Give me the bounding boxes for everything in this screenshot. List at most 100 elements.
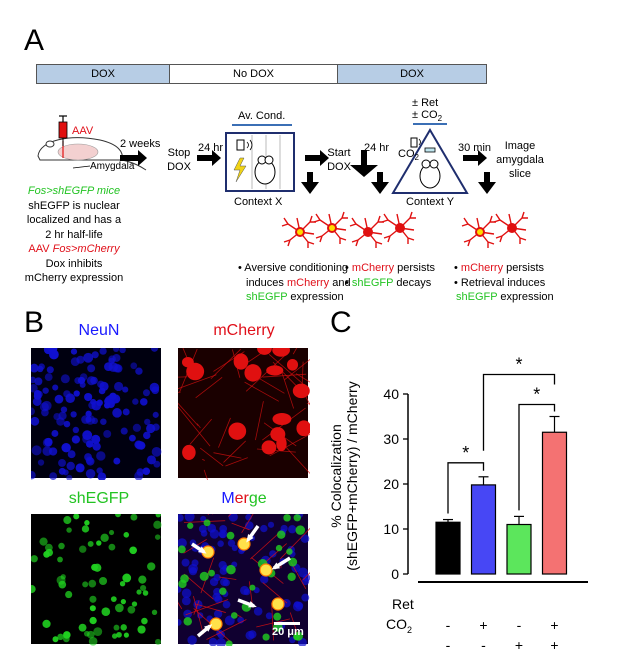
neuron-cluster-2: [349, 211, 417, 249]
mcherry-process: [203, 469, 208, 480]
shegfp-cell: [42, 619, 51, 628]
shegfp-cell: [110, 596, 117, 603]
merge-neun-cell: [222, 600, 231, 609]
shegfp-cell: [58, 542, 65, 550]
note-2-line-1: • mCherry persists: [345, 261, 435, 276]
note-3-persists: persists: [503, 262, 545, 274]
neun-cell: [135, 367, 143, 375]
merge-shegfp-cell: [276, 530, 286, 539]
mcherry-cell: [286, 358, 299, 371]
nuclear-line: shEGFP is nuclear: [28, 199, 120, 212]
shegfp-cell: [147, 562, 156, 571]
neun-cell: [44, 373, 53, 382]
co2-row-label: CO2: [386, 616, 412, 635]
neun-cell: [130, 362, 138, 370]
neun-cell: [54, 394, 64, 404]
shegfp-cell: [66, 527, 72, 533]
shegfp-cell: [88, 579, 97, 588]
ret-sign: +: [550, 617, 558, 633]
localized-line: localized and has a: [26, 214, 122, 226]
co2-side-text: CO: [398, 148, 415, 160]
neun-cell: [122, 408, 130, 416]
scale-bar-label: 20 μm: [272, 626, 304, 638]
note-1-line-2: induces mCherry and: [238, 276, 351, 291]
merge-neun-cell: [216, 638, 226, 646]
merge-shegfp-cell: [203, 519, 211, 527]
shegfp-cell: [153, 520, 162, 529]
neun-cell: [112, 408, 122, 418]
neun-cell: [43, 348, 53, 355]
neun-cell: [152, 423, 160, 431]
timeline-dox-right-label: DOX: [400, 68, 424, 80]
shegfp-cell: [89, 616, 97, 625]
shegfp-cell: [57, 556, 63, 563]
neun-cell: [135, 440, 144, 450]
neun-cell: [84, 392, 93, 402]
neun-cell: [72, 426, 80, 434]
merge-neun-cell: [267, 521, 275, 528]
merge-process: [241, 514, 254, 534]
shegfp-cell: [130, 514, 138, 521]
mcherry-process: [213, 452, 242, 459]
shegfp-cell: [63, 516, 72, 525]
mcherry-process: [304, 395, 310, 406]
neun-cell: [153, 460, 161, 468]
note-3-line-3: shEGFP expression: [454, 290, 554, 305]
merge-neun-cell: [209, 529, 220, 539]
stop-text: Stop: [167, 147, 191, 159]
mcherry-process: [223, 440, 246, 463]
mcherry-cell: [292, 383, 310, 399]
merge-shegfp-cell: [226, 564, 236, 575]
mcherry-cell: [276, 436, 287, 452]
neun-cell: [119, 348, 126, 354]
shegfp-cell: [137, 625, 146, 634]
hr24-label-1: 24 hr: [198, 142, 224, 154]
merge-neun-cell: [243, 588, 251, 596]
start-label: Start DOX: [322, 146, 356, 174]
merge-shegfp-cell: [219, 587, 227, 595]
y-tick-label: 10: [383, 521, 399, 537]
ret-sign: +: [479, 617, 487, 633]
note-3: • mCherry persists • Retrieval induces s…: [454, 261, 554, 305]
ret-sign: -: [446, 617, 451, 633]
note-2-bullet-2: •: [345, 276, 352, 289]
merge-process: [185, 599, 229, 616]
merge-neun-cell: [181, 558, 190, 567]
arrow-head-icon: [198, 546, 207, 554]
shegfp-cell: [116, 631, 122, 638]
neun-cell: [46, 366, 54, 374]
fos-mcherry-text: Fos>mCherry: [52, 243, 120, 255]
merge-shegfp-cell: [262, 633, 270, 641]
shegfp-cell: [93, 627, 103, 637]
merge-process: [193, 600, 200, 615]
neun-cell: [151, 446, 162, 457]
note-2: • mCherry persists • shEGFP decays: [345, 261, 435, 290]
neun-cell: [44, 437, 53, 447]
context-y-label: Context Y: [406, 196, 455, 208]
mcherry-process: [281, 370, 295, 409]
shegfp-cell: [101, 607, 111, 617]
image-text-1: Image: [504, 140, 536, 152]
neun-cell: [143, 431, 151, 440]
fos-shegfp-line: Fos>shEGFP mice: [27, 185, 121, 197]
image-label: Image amygdala slice: [490, 139, 550, 181]
neun-cell: [39, 402, 49, 412]
co2-sign: +: [515, 637, 523, 650]
co2-top-sub: 2: [437, 114, 443, 124]
co2-row-sub: 2: [407, 624, 413, 635]
timeline-no-dox: No DOX: [169, 64, 338, 84]
significance-star: *: [462, 443, 469, 463]
neun-cell: [52, 384, 59, 391]
merge-shegfp-cell: [180, 574, 189, 583]
neun-cell: [136, 468, 145, 476]
neun-cell: [37, 459, 45, 466]
shegfp-cell: [96, 540, 102, 546]
neun-cell: [73, 390, 80, 397]
mcherry-micrograph: [178, 348, 310, 480]
mcherry-cell: [257, 348, 272, 355]
shegfp-cell: [140, 584, 147, 592]
arrow-head-icon: [248, 601, 257, 608]
schematic-drawing: [37, 115, 529, 249]
note-1-induces: induces: [246, 276, 287, 289]
arrow-icon: [120, 150, 487, 177]
